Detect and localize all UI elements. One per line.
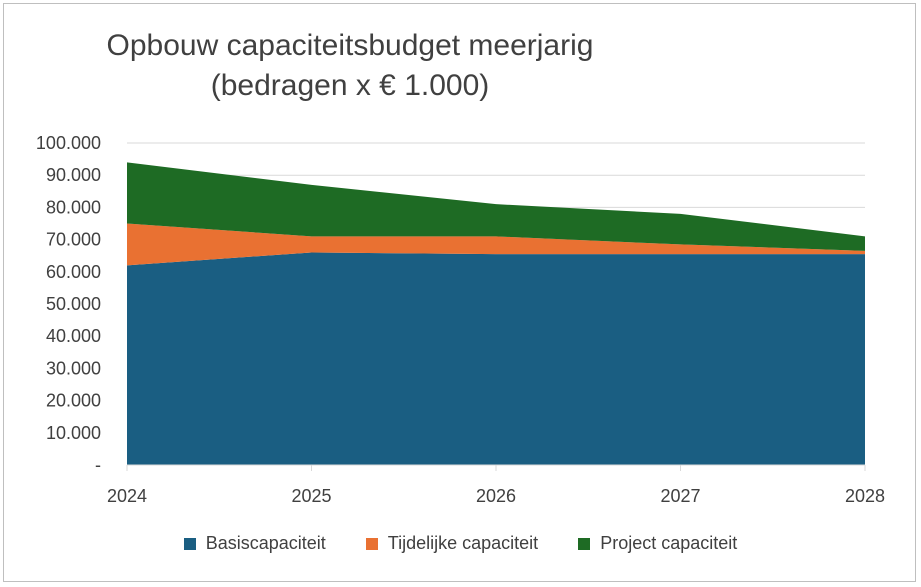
y-tick-label: 90.000: [46, 165, 101, 185]
legend-label-project: Project capaciteit: [600, 533, 738, 553]
legend: Basiscapaciteit Tijdelijke capaciteit Pr…: [0, 533, 921, 554]
y-tick-label: 10.000: [46, 423, 101, 443]
legend-item-tijdelijk: Tijdelijke capaciteit: [365, 533, 539, 554]
area-series: [127, 162, 865, 465]
legend-swatch-basis: [183, 537, 196, 550]
x-axis: 2024 2025 2026 2027 2028: [107, 464, 885, 506]
y-tick-label: 80.000: [46, 197, 101, 217]
y-tick-label: -: [95, 455, 101, 475]
area-series-3: [127, 162, 865, 251]
area-series-2: [127, 223, 865, 266]
y-tick-label: 70.000: [46, 230, 101, 250]
legend-label-basis: Basiscapaciteit: [205, 533, 326, 553]
x-tick-label: 2026: [476, 486, 516, 506]
y-tick-label: 60.000: [46, 262, 101, 282]
legend-label-tijdelijk: Tijdelijke capaciteit: [387, 533, 539, 553]
chart-title-line2: (bedragen x € 1.000): [210, 69, 490, 102]
x-tick-label: 2025: [291, 486, 331, 506]
y-tick-label: 100.000: [36, 133, 101, 153]
legend-swatch-project: [578, 537, 591, 550]
legend-item-project: Project capaciteit: [578, 533, 737, 554]
y-tick-label: 40.000: [46, 326, 101, 346]
x-tick-label: 2028: [845, 486, 885, 506]
legend-item-basis: Basiscapaciteit: [183, 533, 326, 554]
y-tick-label: 50.000: [46, 294, 101, 314]
y-tick-label: 30.000: [46, 358, 101, 378]
legend-swatch-tijdelijk: [365, 537, 378, 550]
y-axis-tick-labels: - 10.000 20.000 30.000 40.000 50.000 60.000 70.…: [36, 133, 101, 475]
x-tick-label: 2024: [107, 486, 147, 506]
y-tick-label: 20.000: [46, 391, 101, 411]
area-series-1: [127, 252, 865, 465]
chart-title: Opbouw capaciteitsbudget meerjarig (bedr…: [0, 26, 700, 106]
chart-title-line1: Opbouw capaciteitsbudget meerjarig: [106, 29, 594, 62]
x-tick-label: 2027: [660, 486, 700, 506]
